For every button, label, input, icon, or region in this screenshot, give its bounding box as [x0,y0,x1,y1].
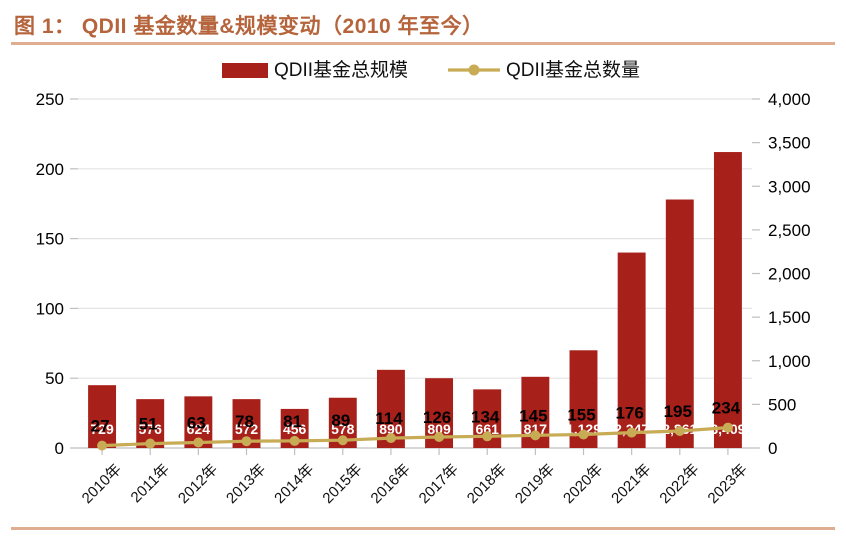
legend-label-bar: QDII基金总规模 [274,59,408,81]
category-label: 2022年 [656,461,702,507]
figure-title: 图 1： QDII 基金数量&规模变动（2010 年至今） [14,15,484,38]
line-data-label: 134 [471,407,500,426]
line-data-label: 89 [331,411,350,430]
line-data-label: 234 [712,399,741,418]
bar-data-label: 572 [235,421,259,437]
category-label: 2010年 [79,461,125,507]
left-axis-tick-label: 200 [36,160,64,179]
category-label: 2023年 [705,461,751,507]
category-label: 2016年 [368,461,414,507]
bar-data-label: 456 [283,421,307,437]
legend-marker-dot [468,64,480,76]
bar-data-label: 576 [139,421,163,437]
left-axis-tick-label: 250 [36,90,64,109]
line-data-label: 81 [283,412,302,431]
line-marker[interactable] [482,431,493,442]
bar-data-label: 809 [427,421,451,437]
legend-swatch-bar[interactable] [222,63,268,78]
line-data-label: 114 [375,409,403,428]
category-label: 2011年 [128,461,173,506]
category-label: 2020年 [560,461,606,507]
category-label: 2019年 [512,461,558,507]
line-data-label: 27 [91,417,110,436]
category-label: 2017年 [416,461,462,507]
bar[interactable] [713,152,742,448]
bar-data-label: 729 [90,421,114,437]
category-label: 2012年 [175,461,221,507]
bar[interactable] [88,385,117,448]
figure-divider-bottom [11,527,835,530]
bar-data-label: 890 [379,421,403,437]
left-axis-tick-label: 100 [36,299,64,318]
line-data-label: 145 [519,406,547,425]
left-axis-tick-label: 50 [45,369,64,388]
line-data-label: 51 [139,415,158,434]
line-series-path[interactable] [100,426,730,448]
right-axis-tick-label: 500 [768,395,796,414]
right-axis-tick-label: 2,000 [768,265,811,284]
line-marker[interactable] [97,440,108,451]
bar[interactable] [617,252,646,448]
left-axis-tick-label: 0 [55,439,64,458]
line-marker[interactable] [193,437,204,448]
line-marker[interactable] [722,422,733,433]
line-marker[interactable] [434,432,445,443]
line-data-label: 126 [423,408,451,427]
line-marker[interactable] [626,427,637,438]
category-label: 2013年 [223,461,269,507]
bar-data-label: 624 [187,421,211,437]
right-axis-tick-label: 0 [768,439,777,458]
category-label: 2014年 [271,461,317,507]
legend-label-line: QDII基金总数量 [506,59,640,81]
title-divider-top [11,42,835,45]
category-label: 2018年 [464,461,510,507]
right-axis-tick-label: 3,500 [768,134,811,153]
line-data-label: 63 [187,414,206,433]
combo-chart: 0 50 100 150 200 250 0 500 1,000 1,500 2,000 2,500 3… [36,59,811,507]
right-axis-tick-label: 3,000 [768,177,811,196]
line-marker[interactable] [337,435,348,446]
right-axis-tick-label: 1,500 [768,308,811,327]
line-marker[interactable] [674,425,685,436]
bar[interactable] [665,199,694,448]
bar-data-label: 661 [476,421,500,437]
line-data-label: 195 [664,402,692,421]
line-marker[interactable] [241,436,252,447]
right-axis-tick-label: 1,000 [768,352,811,371]
bar-data-label: 578 [331,421,355,437]
line-data-label: 78 [235,412,254,431]
line-data-label: 176 [615,404,643,423]
right-axis-tick-label: 2,500 [768,221,811,240]
left-axis-tick-label: 150 [36,230,64,249]
line-marker[interactable] [289,435,300,446]
bar-data-label: 817 [524,421,548,437]
line-marker[interactable] [145,438,156,449]
line-marker[interactable] [578,429,589,440]
category-label: 2021年 [608,461,654,507]
chart-plot-area: 0 50 100 150 200 250 0 500 1,000 1,500 2,000 2,500 3… [0,52,846,522]
line-data-label: 155 [567,405,595,424]
category-label: 2015年 [319,461,365,507]
line-marker[interactable] [530,430,541,441]
line-marker[interactable] [385,433,396,444]
right-axis-tick-label: 4,000 [768,90,811,109]
